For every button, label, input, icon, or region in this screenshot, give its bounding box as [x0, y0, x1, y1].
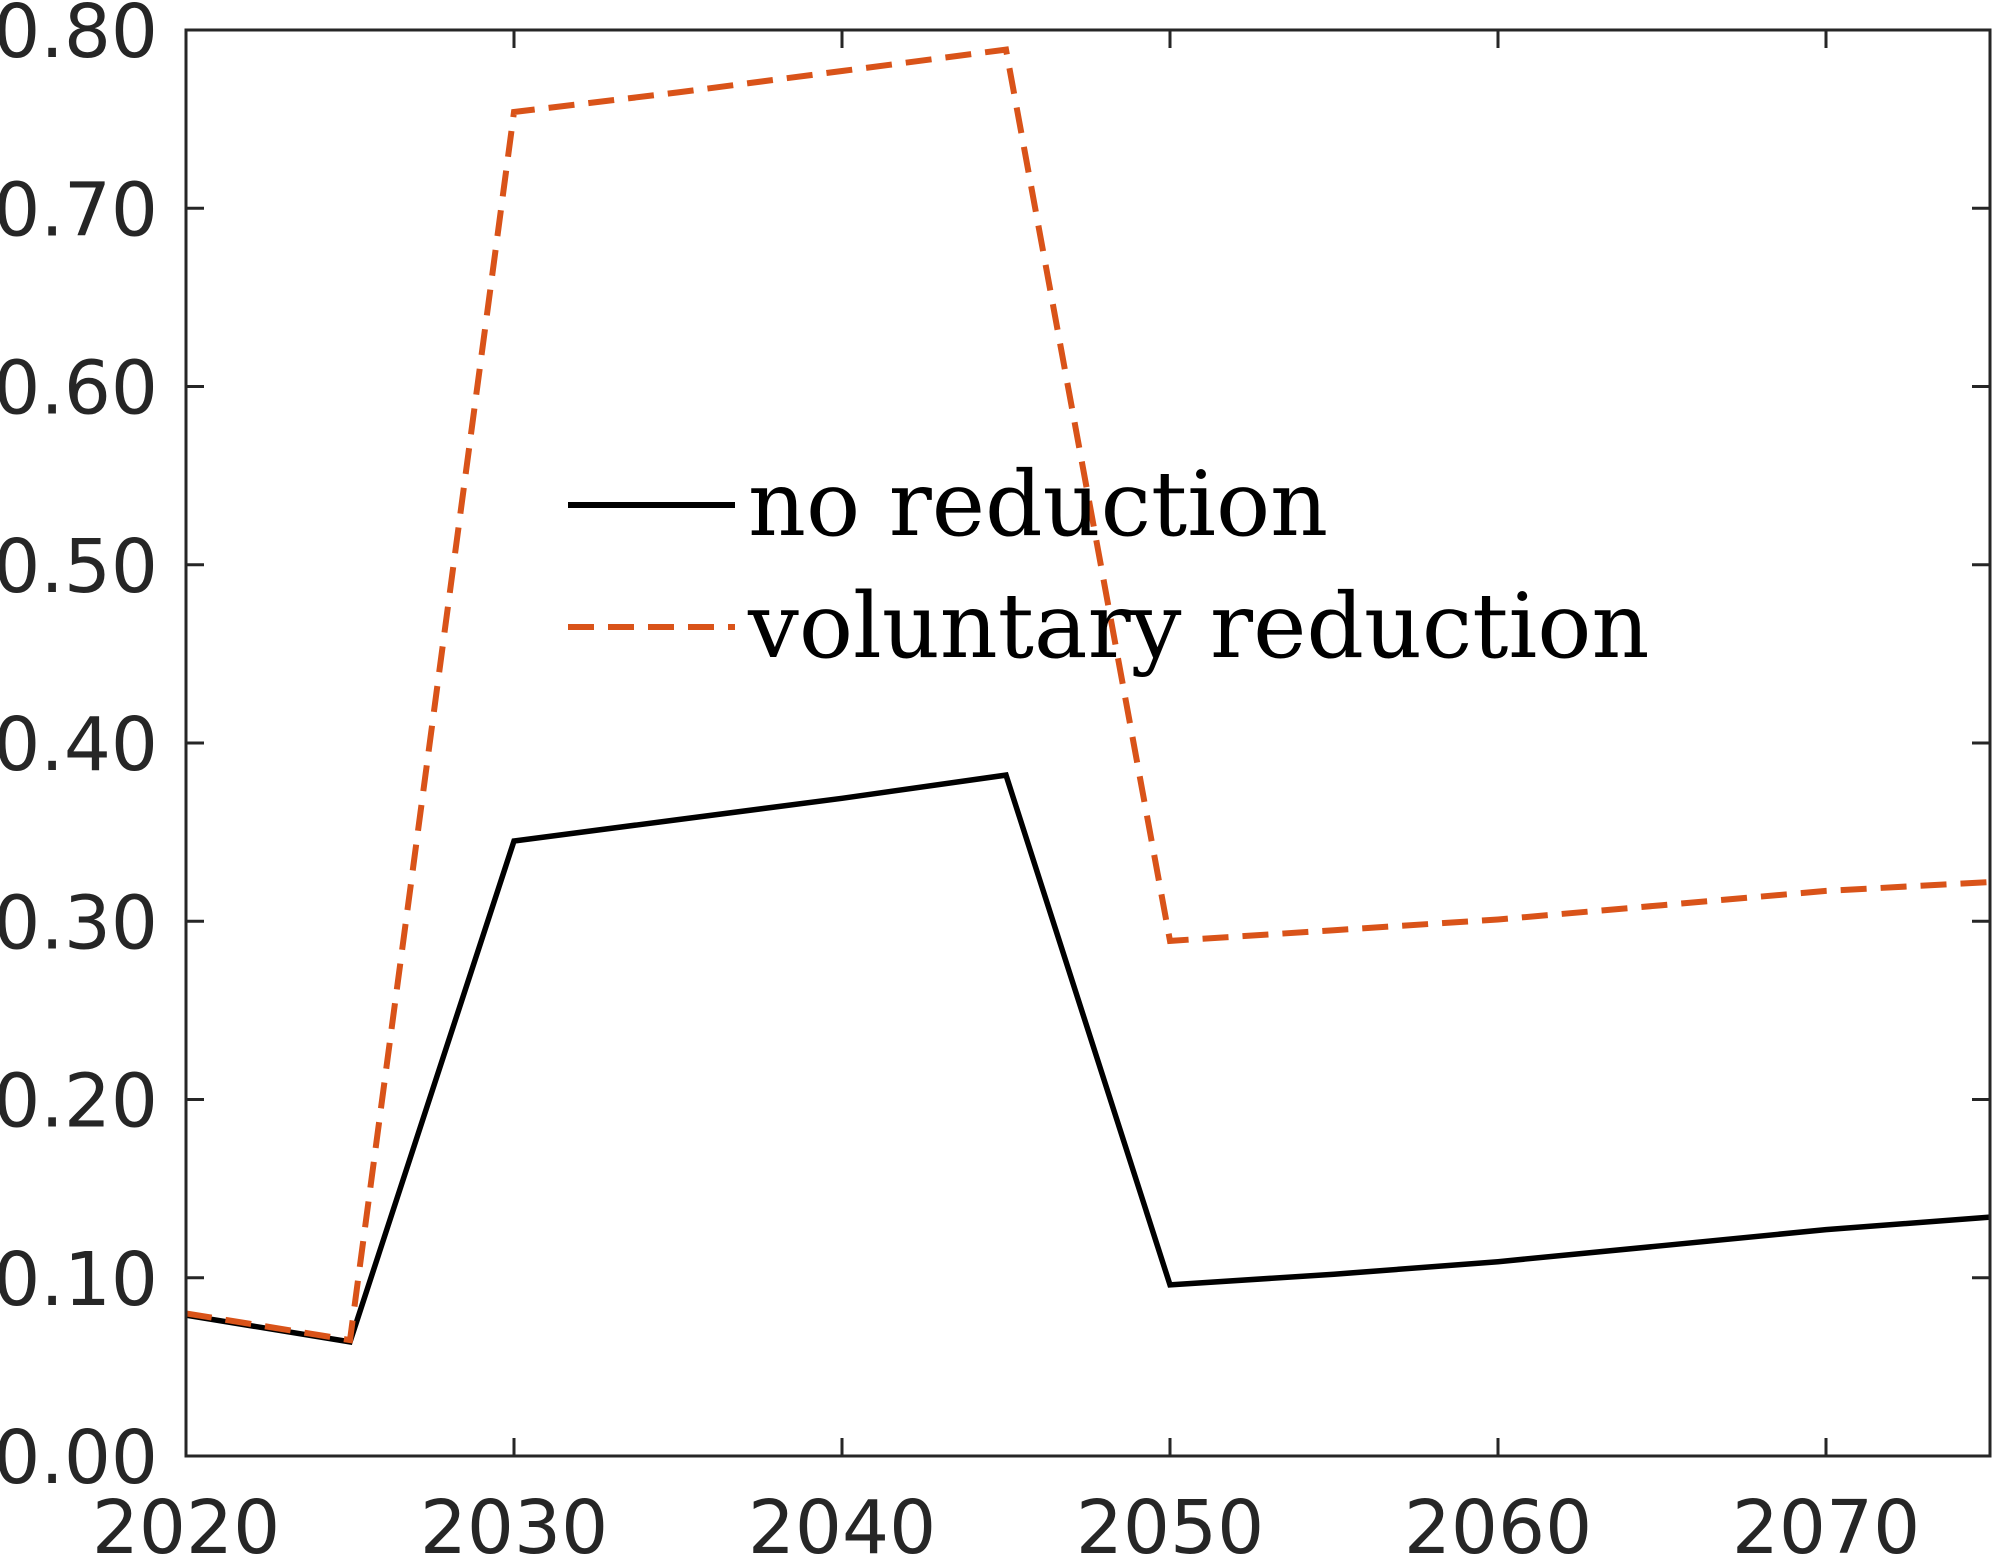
series-line-2	[185, 46, 1991, 1344]
legend-label-2: voluntary reduction	[747, 574, 1649, 679]
y-tick-label: 0.00	[0, 1415, 158, 1501]
y-tick-label: 0.30	[0, 880, 158, 966]
x-tick-label: 2040	[748, 1485, 936, 1554]
legend-label-1: no reduction	[748, 452, 1328, 557]
x-tick-label: 2060	[1404, 1485, 1592, 1554]
legend: no reduction voluntary reduction	[568, 452, 1649, 679]
x-tick-label: 2030	[420, 1485, 608, 1554]
x-tick-label: 2070	[1732, 1485, 1920, 1554]
plot-area	[186, 30, 1990, 1456]
y-tick-label: 0.70	[0, 167, 158, 253]
y-tick-label: 0.80	[0, 0, 158, 75]
x-axis: 2020 2030 2040 2050 2060 2070	[92, 30, 1920, 1554]
y-tick-label: 0.60	[0, 346, 158, 432]
series-line-1	[185, 772, 1991, 1345]
y-axis: 0.00 0.10 0.20 0.30 0.40 0.50 0.60 0.70 0.80	[0, 0, 1990, 1501]
y-tick-label: 0.50	[0, 524, 158, 610]
y-tick-label: 0.20	[0, 1059, 158, 1145]
y-tick-label: 0.40	[0, 702, 158, 788]
series-layer	[185, 46, 1991, 1345]
x-tick-label: 2050	[1076, 1485, 1264, 1554]
x-tick-label: 2020	[92, 1485, 280, 1554]
y-tick-label: 0.10	[0, 1237, 158, 1323]
